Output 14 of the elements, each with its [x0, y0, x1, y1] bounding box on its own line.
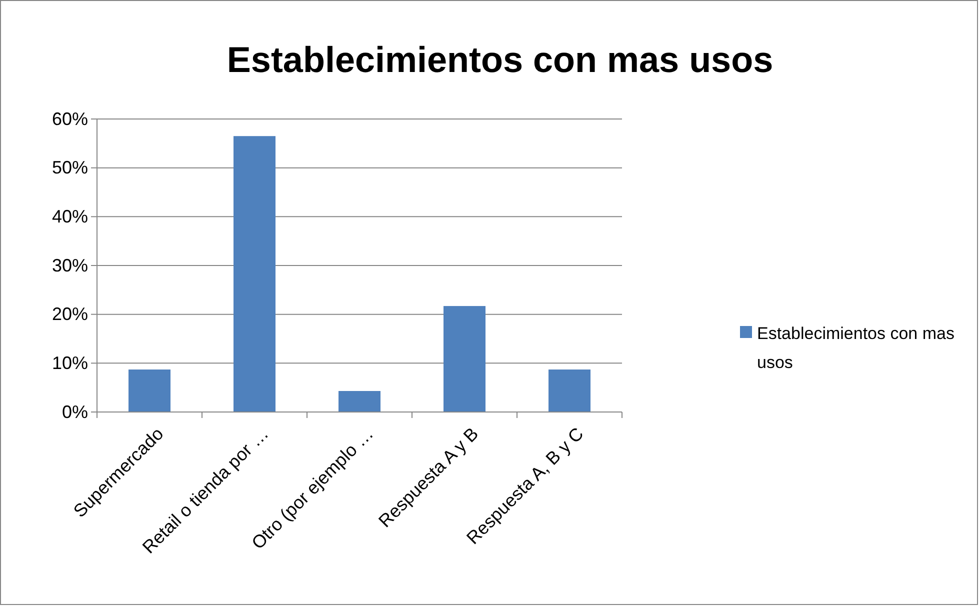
bar	[444, 306, 486, 412]
y-tick-label: 30%	[52, 255, 88, 276]
bar	[128, 370, 170, 412]
bar	[338, 391, 380, 412]
y-tick-label: 0%	[62, 402, 88, 422]
y-tick-label: 40%	[52, 206, 88, 226]
y-tick-label: 50%	[52, 158, 88, 178]
bar	[234, 136, 276, 412]
y-tick-label: 20%	[52, 304, 88, 324]
y-tick-label: 10%	[52, 352, 88, 373]
chart-title: Establecimientos con mas usos	[226, 39, 774, 80]
legend-label: Establecimientos con mas usos	[757, 324, 954, 372]
bar	[548, 370, 590, 412]
y-tick-label: 60%	[52, 108, 88, 129]
